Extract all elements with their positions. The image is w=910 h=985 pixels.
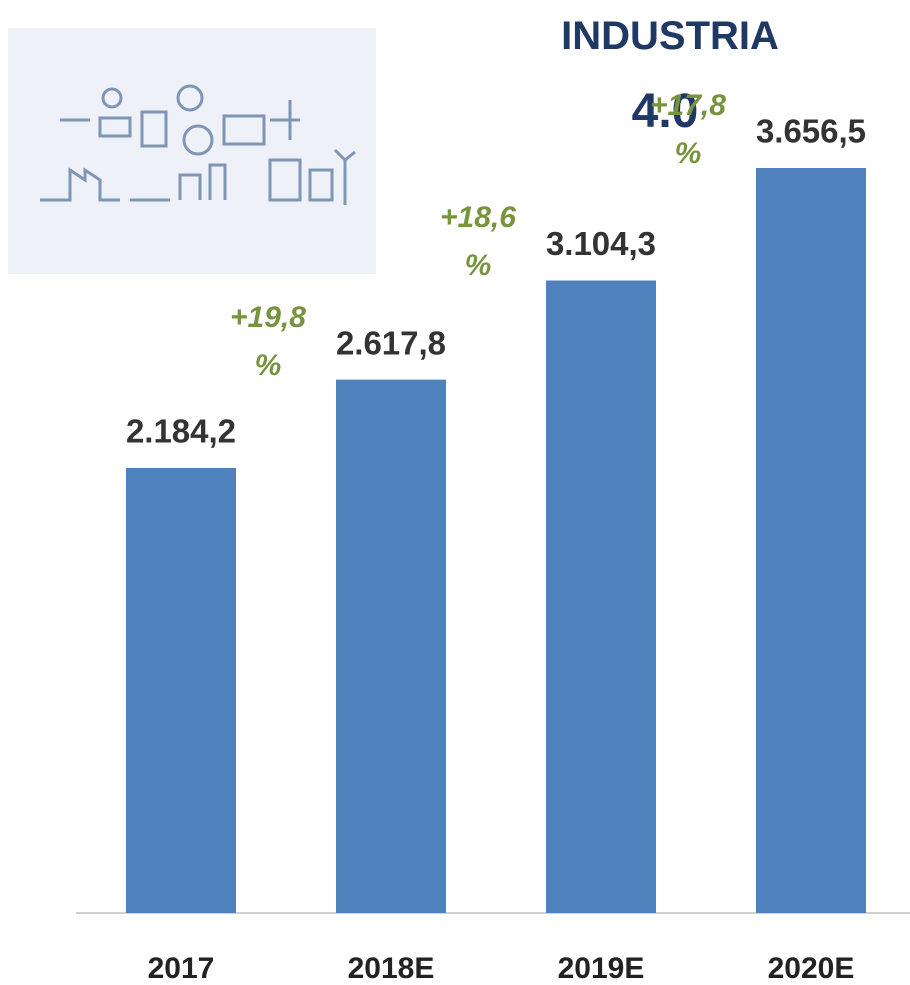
growth-label: +17,8 % bbox=[640, 82, 736, 178]
illustration bbox=[8, 28, 376, 274]
x-tick-label: 2018E bbox=[348, 952, 435, 985]
bar bbox=[336, 380, 446, 913]
chart: 2017 2.184,2 2018E 2.617,8 2019E 3.104,3 2020E… bbox=[0, 0, 910, 985]
bar bbox=[546, 280, 656, 913]
value-label: 2.184,2 bbox=[126, 413, 236, 450]
value-label: 3.656,5 bbox=[756, 113, 866, 150]
bar bbox=[756, 168, 866, 913]
page: 2017 2.184,2 2018E 2.617,8 2019E 3.104,3 2020E… bbox=[0, 0, 910, 985]
x-tick-label: 2020E bbox=[768, 952, 855, 985]
growth-label: +18,6 % bbox=[430, 194, 526, 290]
value-label: 2.617,8 bbox=[336, 324, 446, 361]
x-tick-label: 2019E bbox=[558, 952, 645, 985]
x-tick-label: 2017 bbox=[148, 952, 215, 985]
chart-title: INDUSTRIA bbox=[540, 14, 800, 59]
growth-label: +19,8 % bbox=[220, 294, 316, 390]
bar bbox=[126, 468, 236, 913]
value-label: 3.104,3 bbox=[546, 225, 656, 262]
